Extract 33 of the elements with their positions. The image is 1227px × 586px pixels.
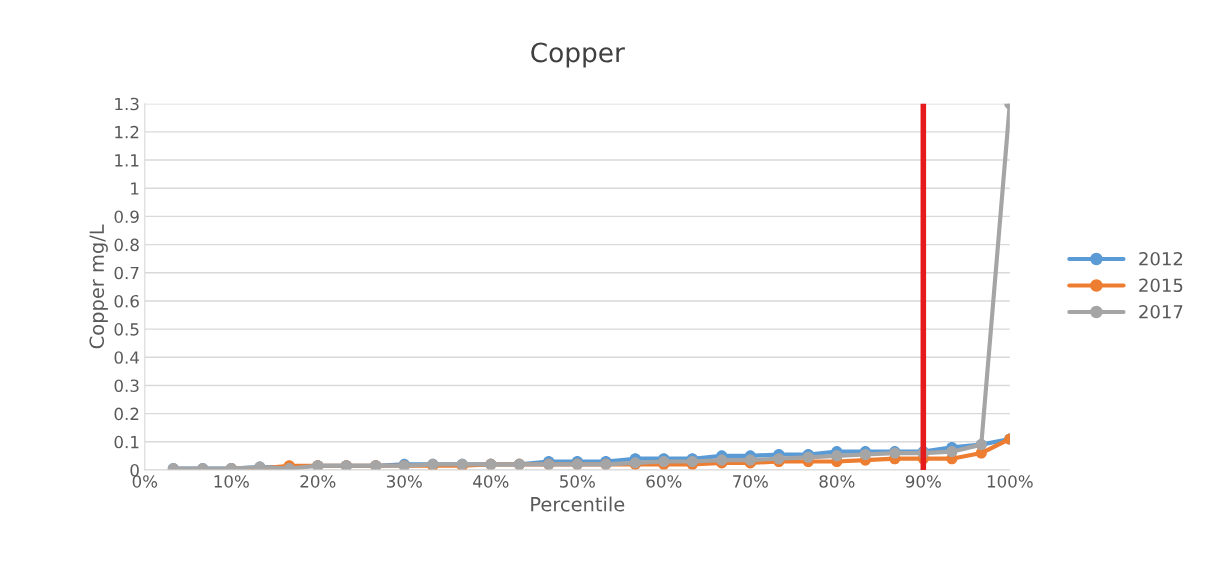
y-tick-label: 1 [131,182,139,195]
y-tick-label: 0.5 [114,323,139,336]
y-tick-label: 0.3 [114,379,139,393]
x-tick-label: 20% [300,475,336,488]
y-tick-label: 0.6 [114,294,139,308]
x-tick-label: 40% [473,475,509,488]
x-tick-label: 80% [819,475,855,488]
y-tick-label: 1.3 [115,97,139,111]
x-tick-label: 50% [560,475,595,488]
y-tick-label: 1.2 [115,125,139,139]
y-tick-label: 0 [130,463,139,477]
legend-label: 2015 [1139,278,1183,293]
legend-label: 2017 [1139,304,1183,319]
y-tick-label: 0.2 [114,407,139,421]
x-tick-label: 90% [905,475,941,488]
y-axis-title: Copper mg/L [89,224,108,349]
x-tick-label: 60% [646,475,682,488]
x-tick-label: 70% [733,475,768,488]
point [946,446,958,458]
x-tick-label: 10% [214,475,249,488]
y-tick-label: 0.1 [114,435,139,449]
x-tick-label: 100% [987,475,1033,488]
point [831,450,843,462]
x-tick-label: 0% [132,475,158,488]
chart-title: Copper [531,42,625,68]
y-tick-label: 0.4 [114,351,139,364]
y-tick-label: 0.7 [114,266,139,280]
x-axis-title: Percentile [531,496,625,512]
y-tick-label: 0.8 [114,238,139,252]
y-tick-label: 1.1 [115,154,139,167]
legend-label: 2012 [1139,251,1183,266]
x-tick-label: 30% [387,475,422,488]
y-tick-label: 0.9 [114,210,139,223]
